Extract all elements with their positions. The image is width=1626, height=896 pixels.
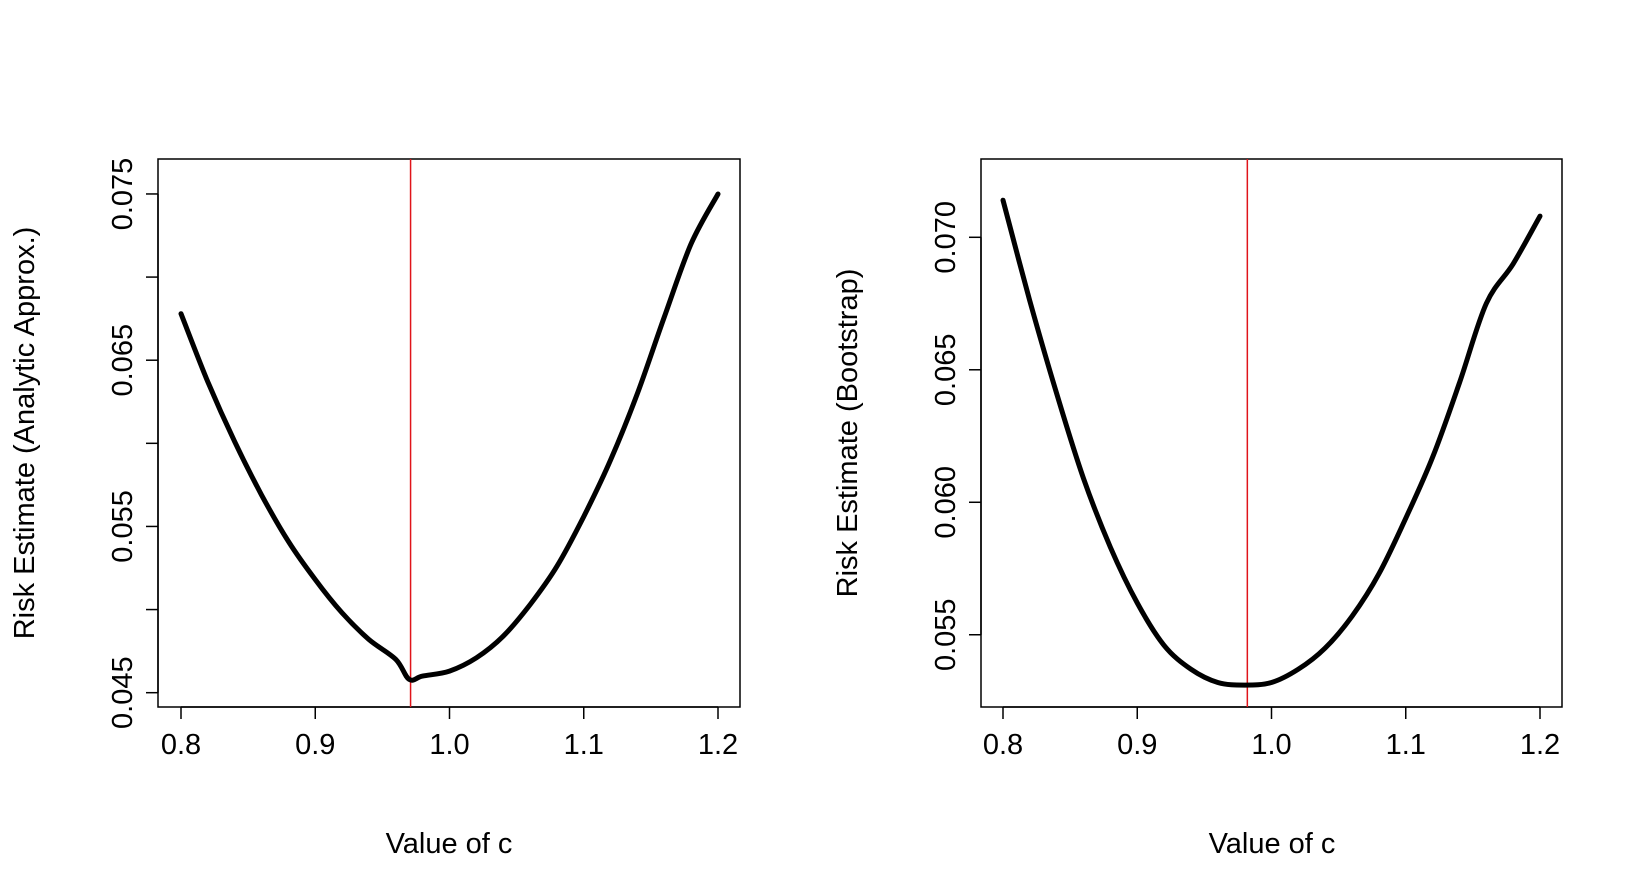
x-tick-label: 1.0 [1251, 729, 1291, 761]
x-tick-label: 0.9 [295, 729, 335, 761]
y-tick-label: 0.055 [930, 598, 962, 671]
x-tick-label: 0.8 [161, 729, 201, 761]
y-axis: 0.045 0.055 0.065 0.075 [107, 158, 159, 729]
x-tick-label: 1.1 [1386, 729, 1426, 761]
x-tick-label: 0.9 [1117, 729, 1157, 761]
y-axis-label: Risk Estimate (Bootstrap) [832, 269, 864, 598]
x-tick-label: 1.2 [698, 729, 738, 761]
x-tick-label: 0.8 [983, 729, 1023, 761]
y-tick-label: 0.055 [107, 490, 139, 563]
y-tick-label: 0.065 [107, 324, 139, 397]
risk-curve [178, 191, 721, 683]
x-axis-label: Value of c [1209, 828, 1336, 860]
x-tick-label: 1.2 [1520, 729, 1560, 761]
panel-bootstrap: 0.8 0.9 1.0 1.1 1.2 0.055 0.060 0.065 0.070 Val… [832, 158, 1563, 860]
y-tick-label: 0.045 [107, 656, 139, 729]
y-axis: 0.055 0.060 0.065 0.070 [930, 201, 982, 671]
plot-frame [157, 158, 741, 708]
x-tick-label: 1.0 [429, 729, 469, 761]
panel-analytic: 0.8 0.9 1.0 1.1 1.2 0.045 0.055 0.065 0.075 Val… [9, 158, 741, 860]
y-tick-label: 0.070 [930, 201, 962, 274]
x-tick-label: 1.1 [564, 729, 604, 761]
y-tick-label: 0.075 [107, 158, 139, 231]
x-axis: 0.8 0.9 1.0 1.1 1.2 [161, 706, 738, 761]
x-axis-label: Value of c [386, 828, 513, 860]
y-axis-label: Risk Estimate (Analytic Approx.) [9, 227, 41, 640]
y-tick-label: 0.065 [930, 333, 962, 406]
x-axis: 0.8 0.9 1.0 1.1 1.2 [983, 706, 1560, 761]
y-tick-label: 0.060 [930, 466, 962, 539]
risk-curve [1000, 197, 1543, 688]
